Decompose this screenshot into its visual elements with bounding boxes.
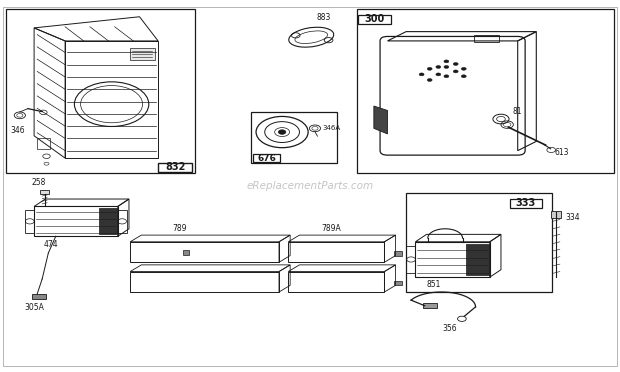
Text: 883: 883 [316,13,331,22]
Bar [551,211,561,218]
Bar [6,9,195,173]
Circle shape [419,73,424,76]
Bar [99,208,117,234]
Circle shape [461,67,466,70]
Bar [32,294,46,299]
Bar [183,250,189,255]
Bar [158,163,192,172]
Text: eReplacementParts.com: eReplacementParts.com [246,181,374,191]
Circle shape [436,73,441,76]
Bar [251,112,337,163]
Text: 346: 346 [10,126,25,135]
Text: 789: 789 [172,224,187,232]
Bar [40,190,49,194]
Circle shape [427,78,432,81]
Text: 356: 356 [442,324,457,333]
Circle shape [444,60,449,63]
Text: 832: 832 [166,163,185,172]
Text: 300: 300 [365,15,384,24]
Bar [394,281,402,285]
Bar [394,251,402,256]
Polygon shape [374,106,388,134]
Text: 258: 258 [31,178,46,187]
Circle shape [453,70,458,73]
Text: 676: 676 [257,154,276,163]
Circle shape [436,65,441,68]
Text: 613: 613 [555,148,569,157]
Circle shape [278,130,286,134]
Circle shape [461,75,466,78]
Text: 851: 851 [427,280,441,289]
Text: 81: 81 [512,107,521,116]
Bar [474,35,499,42]
Circle shape [444,65,449,68]
Text: 305A: 305A [25,303,45,312]
Text: 333: 333 [516,199,536,208]
Bar [356,9,614,173]
Circle shape [444,75,449,78]
Circle shape [453,62,458,65]
Text: 334: 334 [565,213,580,222]
Text: 789A: 789A [322,224,342,232]
Bar [253,154,280,162]
Bar [510,199,542,208]
Bar [423,304,437,308]
Bar [466,244,489,275]
Bar [406,193,552,292]
Bar [358,15,391,24]
Text: 474: 474 [43,240,58,248]
Bar [130,48,155,60]
Circle shape [427,67,432,70]
Text: 346A: 346A [322,125,340,131]
